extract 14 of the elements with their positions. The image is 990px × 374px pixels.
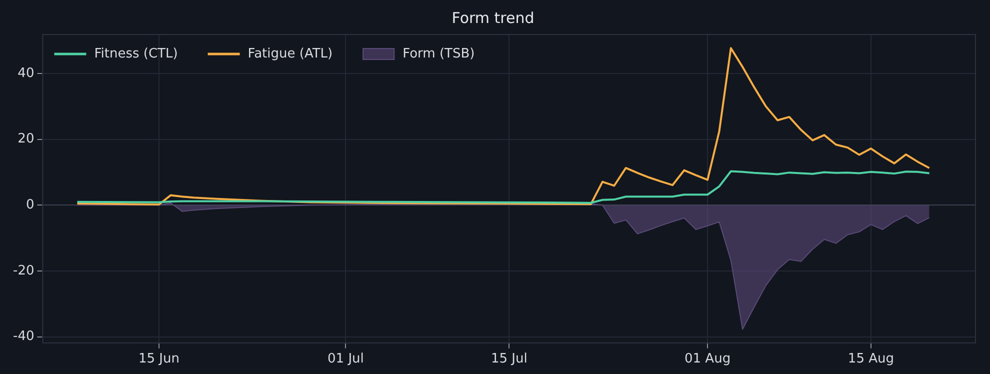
x-tick-label: 15 Jun	[138, 352, 180, 367]
x-tick-label: 15 Jul	[490, 352, 528, 367]
x-tick-label: 01 Aug	[684, 352, 731, 367]
chart-title: Form trend	[452, 8, 534, 27]
legend-label: Fitness (CTL)	[94, 46, 178, 62]
x-tick-label: 15 Aug	[848, 352, 894, 367]
x-tick-label: 01 Jul	[328, 352, 364, 367]
y-tick-label: 20	[18, 132, 34, 147]
y-tick-label: -20	[13, 263, 34, 278]
legend-label: Fatigue (ATL)	[248, 46, 333, 62]
y-tick-label: 40	[18, 66, 34, 81]
y-tick-label: -40	[13, 329, 34, 344]
y-tick-label: 0	[26, 198, 34, 213]
legend-label: Form (TSB)	[402, 46, 475, 62]
